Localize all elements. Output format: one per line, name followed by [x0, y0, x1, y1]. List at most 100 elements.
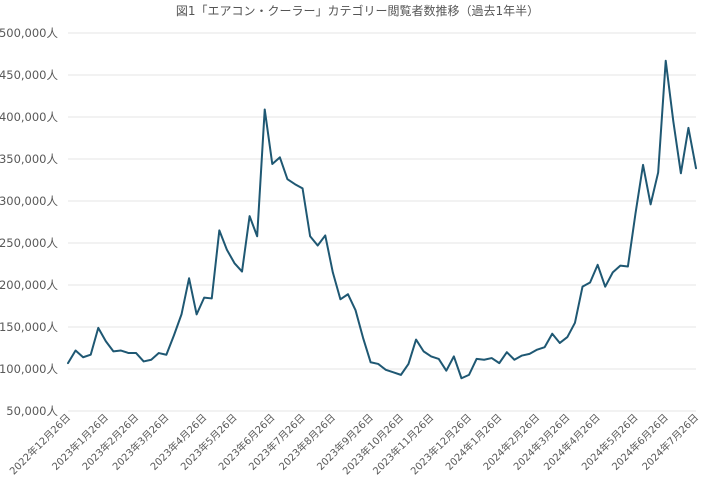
data-point	[467, 372, 472, 377]
x-axis-tick-labels: 2022年12月26日2023年1月26日2023年2月26日2023年3月26…	[7, 411, 701, 477]
y-tick-label: 450,000人	[0, 68, 58, 82]
data-point	[81, 355, 86, 360]
data-point	[247, 214, 252, 219]
data-point	[648, 202, 653, 207]
data-point	[512, 357, 517, 362]
data-point	[103, 339, 108, 344]
data-point	[391, 370, 396, 375]
data-point	[277, 155, 282, 160]
data-point	[66, 361, 71, 366]
data-point	[656, 170, 661, 175]
data-point	[96, 325, 101, 330]
data-point	[292, 182, 297, 187]
y-tick-label: 50,000人	[6, 404, 58, 418]
data-point	[187, 276, 192, 281]
data-point	[459, 376, 464, 381]
data-point	[353, 308, 358, 313]
data-point	[262, 107, 267, 112]
data-point	[603, 284, 608, 289]
data-point	[73, 348, 78, 353]
data-point	[588, 280, 593, 285]
data-point	[224, 247, 229, 252]
data-point	[519, 353, 524, 358]
data-point	[429, 354, 434, 359]
data-point	[398, 372, 403, 377]
y-tick-label: 350,000人	[0, 152, 58, 166]
data-point	[330, 270, 335, 275]
gridlines	[68, 32, 696, 412]
data-point	[232, 261, 237, 266]
data-point	[694, 166, 699, 171]
data-point	[88, 352, 93, 357]
data-point	[308, 234, 313, 239]
data-point	[202, 295, 207, 300]
data-point	[179, 312, 184, 317]
data-point	[111, 349, 116, 354]
data-point	[678, 171, 683, 176]
chart-title: 図1「エアコン・クーラー」カテゴリー閲覧者数推移（過去1年半）	[175, 4, 540, 18]
data-point	[633, 211, 638, 216]
data-point	[451, 354, 456, 359]
data-point	[141, 359, 146, 364]
data-point	[671, 119, 676, 124]
data-point	[625, 264, 630, 269]
y-tick-label: 150,000人	[0, 320, 58, 334]
data-point	[557, 340, 562, 345]
data-point	[595, 262, 600, 267]
data-point	[164, 352, 169, 357]
data-point	[482, 357, 487, 362]
data-point	[126, 351, 131, 356]
data-point	[497, 361, 502, 366]
data-point	[504, 350, 509, 355]
data-point	[550, 331, 555, 336]
y-tick-label: 100,000人	[0, 362, 58, 376]
data-point	[156, 351, 161, 356]
y-tick-label: 400,000人	[0, 110, 58, 124]
data-point	[323, 233, 328, 238]
series	[66, 59, 699, 381]
data-point	[436, 356, 441, 361]
y-tick-label: 200,000人	[0, 278, 58, 292]
data-point	[618, 263, 623, 268]
data-point	[489, 356, 494, 361]
data-point	[285, 177, 290, 182]
data-point	[270, 162, 275, 167]
data-point	[118, 348, 123, 353]
data-point	[149, 357, 154, 362]
data-point	[255, 234, 260, 239]
data-point	[368, 360, 373, 365]
data-point	[315, 243, 320, 248]
data-point	[217, 228, 222, 233]
y-tick-label: 300,000人	[0, 194, 58, 208]
data-point	[565, 335, 570, 340]
data-point	[240, 269, 245, 274]
data-point	[572, 320, 577, 325]
data-point	[580, 284, 585, 289]
data-point	[610, 270, 615, 275]
data-point	[542, 345, 547, 350]
data-point	[338, 297, 343, 302]
data-point	[134, 351, 139, 356]
y-tick-label: 250,000人	[0, 236, 58, 250]
data-point	[641, 162, 646, 167]
data-point	[527, 351, 532, 356]
data-point	[474, 356, 479, 361]
y-tick-label: 500,000人	[0, 26, 58, 40]
data-point	[414, 337, 419, 342]
data-point	[194, 312, 199, 317]
series-line	[67, 59, 697, 380]
data-point	[421, 349, 426, 354]
data-point	[383, 367, 388, 372]
data-point	[300, 186, 305, 191]
data-point	[406, 361, 411, 366]
data-point	[444, 368, 449, 373]
y-axis-tick-labels: 500,000人 450,000人 400,000人 350,000人 300,000人…	[0, 26, 58, 418]
data-point	[535, 347, 540, 352]
data-point	[209, 296, 214, 301]
data-point	[345, 292, 350, 297]
data-point	[171, 333, 176, 338]
data-point	[376, 361, 381, 366]
data-point	[686, 125, 691, 130]
